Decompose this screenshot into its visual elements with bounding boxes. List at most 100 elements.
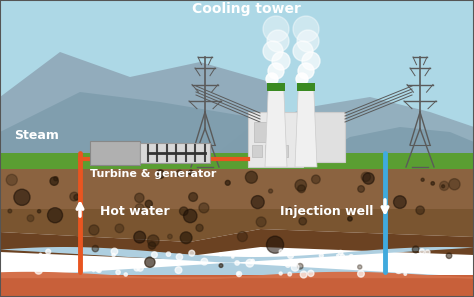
Circle shape (237, 272, 239, 275)
Circle shape (296, 73, 308, 85)
Circle shape (166, 252, 171, 256)
Circle shape (263, 41, 283, 61)
Circle shape (393, 196, 406, 208)
Circle shape (267, 30, 289, 52)
Circle shape (311, 175, 320, 184)
Circle shape (446, 253, 452, 258)
Circle shape (295, 180, 307, 191)
Circle shape (288, 272, 292, 276)
Circle shape (358, 265, 362, 269)
Circle shape (297, 263, 303, 269)
Circle shape (338, 250, 343, 255)
Circle shape (145, 200, 153, 208)
Circle shape (298, 63, 314, 79)
Circle shape (134, 231, 146, 243)
Circle shape (189, 192, 198, 201)
Bar (248, 112, 303, 167)
Circle shape (251, 259, 255, 263)
Circle shape (266, 73, 278, 85)
Circle shape (431, 257, 434, 259)
Circle shape (266, 236, 283, 253)
Bar (297, 83, 315, 91)
Circle shape (358, 186, 365, 192)
Circle shape (89, 225, 99, 235)
Circle shape (14, 189, 30, 205)
Polygon shape (265, 87, 287, 167)
Circle shape (152, 252, 157, 257)
Circle shape (183, 209, 197, 223)
Polygon shape (0, 52, 300, 167)
Bar (300, 112, 345, 162)
Bar (0, 0, 474, 167)
FancyBboxPatch shape (90, 141, 140, 165)
Circle shape (189, 170, 193, 175)
Circle shape (6, 257, 13, 264)
Circle shape (268, 63, 284, 79)
Circle shape (319, 254, 323, 257)
Circle shape (156, 170, 164, 178)
Text: Injection well: Injection well (280, 205, 374, 218)
Circle shape (92, 245, 99, 252)
Circle shape (41, 257, 46, 262)
Circle shape (12, 265, 16, 268)
Bar (265, 145, 275, 157)
Circle shape (112, 253, 115, 257)
Circle shape (54, 177, 58, 181)
Circle shape (439, 181, 449, 190)
Polygon shape (0, 92, 300, 167)
Circle shape (358, 271, 365, 277)
Circle shape (180, 207, 188, 215)
Circle shape (425, 254, 429, 259)
Circle shape (35, 267, 42, 274)
Circle shape (251, 196, 264, 208)
Text: Cooling tower: Cooling tower (192, 2, 301, 16)
Circle shape (37, 210, 41, 213)
Polygon shape (295, 87, 317, 167)
Circle shape (134, 266, 139, 271)
Circle shape (135, 204, 144, 213)
Polygon shape (0, 247, 474, 277)
Polygon shape (0, 209, 474, 242)
Circle shape (50, 177, 58, 185)
Circle shape (292, 263, 299, 271)
Bar (254, 122, 268, 142)
Circle shape (148, 242, 155, 249)
Circle shape (337, 254, 339, 257)
Circle shape (458, 258, 463, 263)
Circle shape (27, 215, 34, 222)
Circle shape (196, 224, 203, 231)
Circle shape (237, 271, 242, 277)
Circle shape (293, 16, 319, 42)
Circle shape (430, 267, 433, 271)
Circle shape (162, 260, 164, 262)
Circle shape (363, 173, 374, 184)
Circle shape (111, 248, 118, 255)
Circle shape (92, 269, 95, 272)
Circle shape (412, 246, 419, 253)
FancyBboxPatch shape (140, 143, 210, 163)
Circle shape (39, 253, 42, 255)
Circle shape (201, 258, 208, 265)
Bar (252, 145, 262, 157)
Circle shape (263, 16, 289, 42)
Circle shape (176, 254, 182, 260)
Circle shape (199, 203, 209, 213)
Circle shape (288, 208, 292, 211)
Circle shape (6, 174, 18, 185)
Circle shape (256, 217, 266, 227)
Circle shape (189, 250, 195, 256)
Bar (0, 153, 474, 169)
Circle shape (116, 260, 119, 264)
Circle shape (272, 52, 290, 70)
Circle shape (237, 232, 247, 242)
Circle shape (95, 266, 101, 272)
Circle shape (279, 272, 282, 275)
Circle shape (279, 250, 283, 253)
Circle shape (74, 195, 79, 200)
Circle shape (124, 273, 128, 276)
Circle shape (70, 192, 79, 201)
Circle shape (116, 270, 120, 274)
Circle shape (340, 254, 345, 258)
Circle shape (298, 185, 305, 193)
Circle shape (396, 257, 403, 264)
